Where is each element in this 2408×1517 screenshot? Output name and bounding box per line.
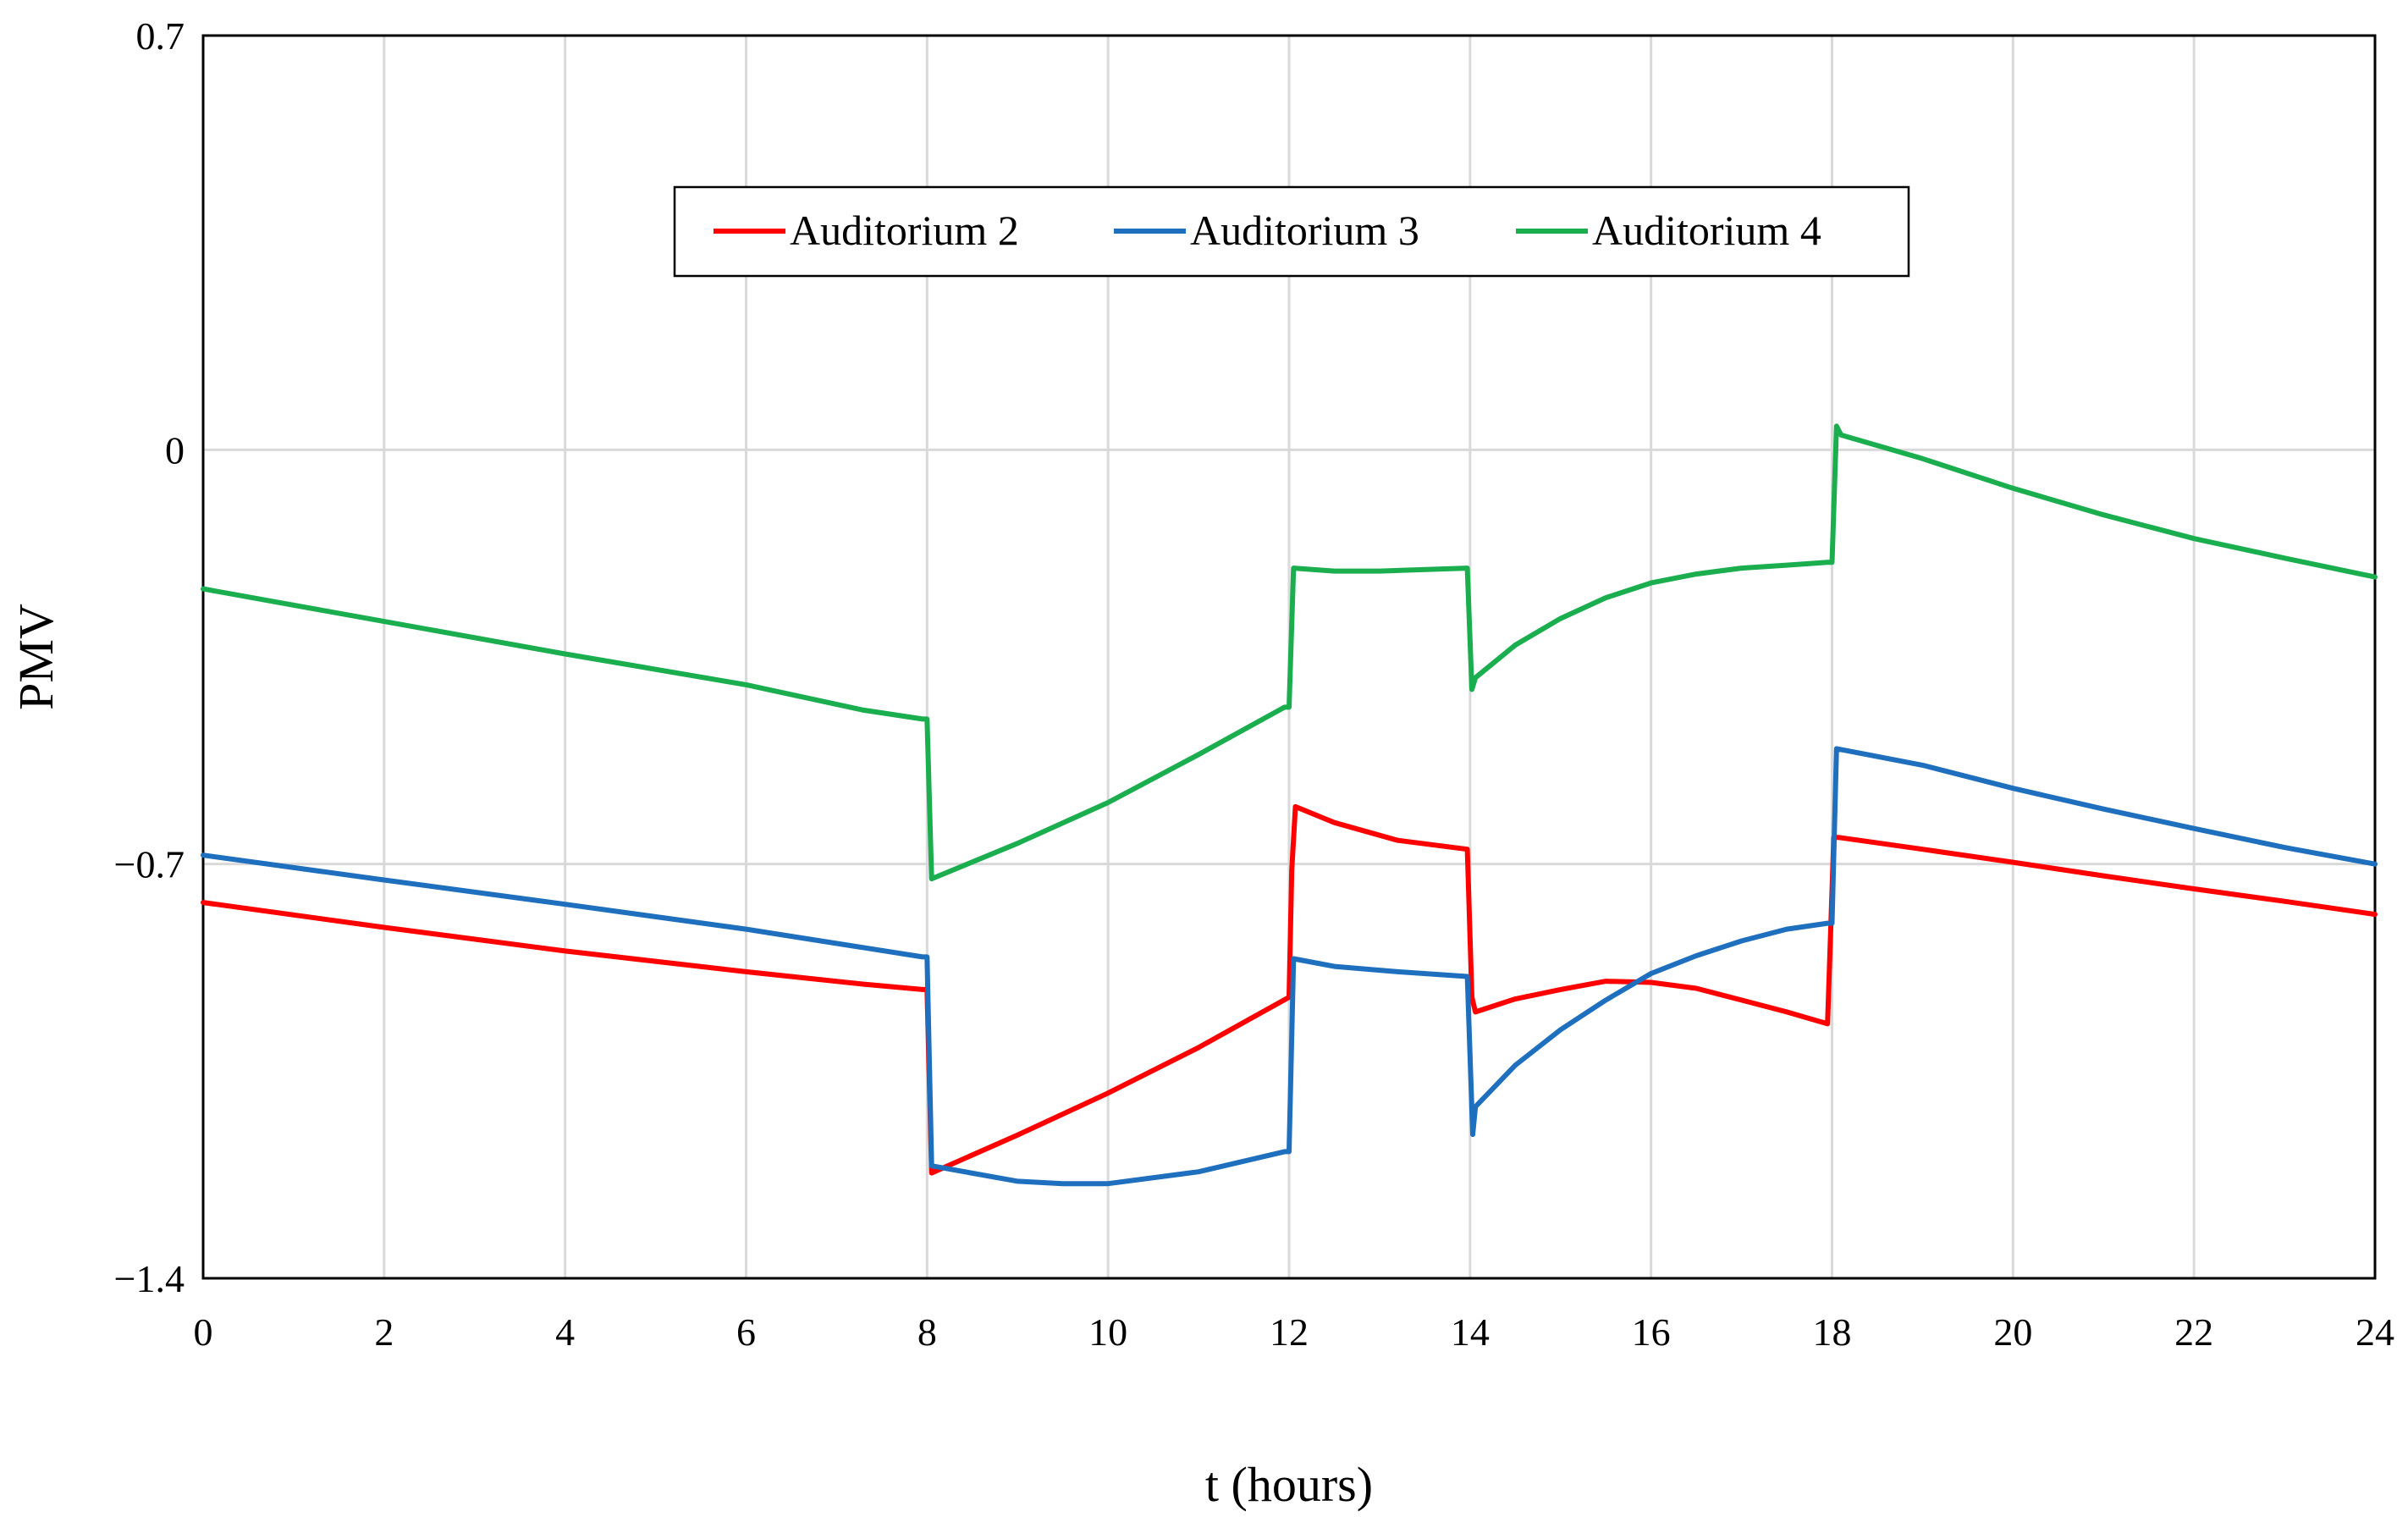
legend-box	[673, 185, 1910, 278]
series-line-auditorium-3	[201, 746, 2378, 1187]
legend-label: Auditorium 4	[1592, 207, 1821, 254]
plot-area-frame	[201, 34, 2377, 1280]
legend: Auditorium 2 Auditorium 3 Auditorium 4	[673, 185, 1910, 278]
y-axis-title: PMV	[8, 604, 63, 710]
y-tick-label: −1.4	[114, 1257, 185, 1300]
series-line-auditorium-4	[201, 423, 2378, 882]
data-series	[201, 423, 2378, 1187]
x-tick-label: 2	[374, 1310, 394, 1354]
y-tick-label: 0.7	[136, 14, 185, 58]
x-tick-label: 6	[736, 1310, 756, 1354]
x-tick-label: 18	[1813, 1310, 1852, 1354]
axis-ticks: 0 2 4 6 8 10 12 14 16 18 20 22 24−1.4−0.700.7	[114, 14, 2394, 1354]
x-tick-label: 14	[1451, 1310, 1490, 1354]
y-tick-label: −0.7	[114, 843, 185, 886]
x-tick-label: 10	[1088, 1310, 1127, 1354]
x-tick-label: 24	[2356, 1310, 2394, 1354]
legend-label: Auditorium 2	[790, 207, 1019, 254]
x-tick-label: 16	[1632, 1310, 1671, 1354]
x-tick-label: 22	[2174, 1310, 2213, 1354]
x-tick-label: 12	[1270, 1310, 1309, 1354]
x-tick-label: 20	[1993, 1310, 2032, 1354]
y-tick-label: 0	[165, 428, 185, 472]
x-tick-label: 8	[917, 1310, 937, 1354]
x-tick-label: 4	[555, 1310, 575, 1354]
legend-items: Auditorium 2 Auditorium 3 Auditorium 4	[714, 207, 1821, 254]
x-tick-label: 0	[194, 1310, 213, 1354]
legend-label: Auditorium 3	[1190, 207, 1419, 254]
x-axis-title: t (hours)	[1205, 1457, 1373, 1512]
